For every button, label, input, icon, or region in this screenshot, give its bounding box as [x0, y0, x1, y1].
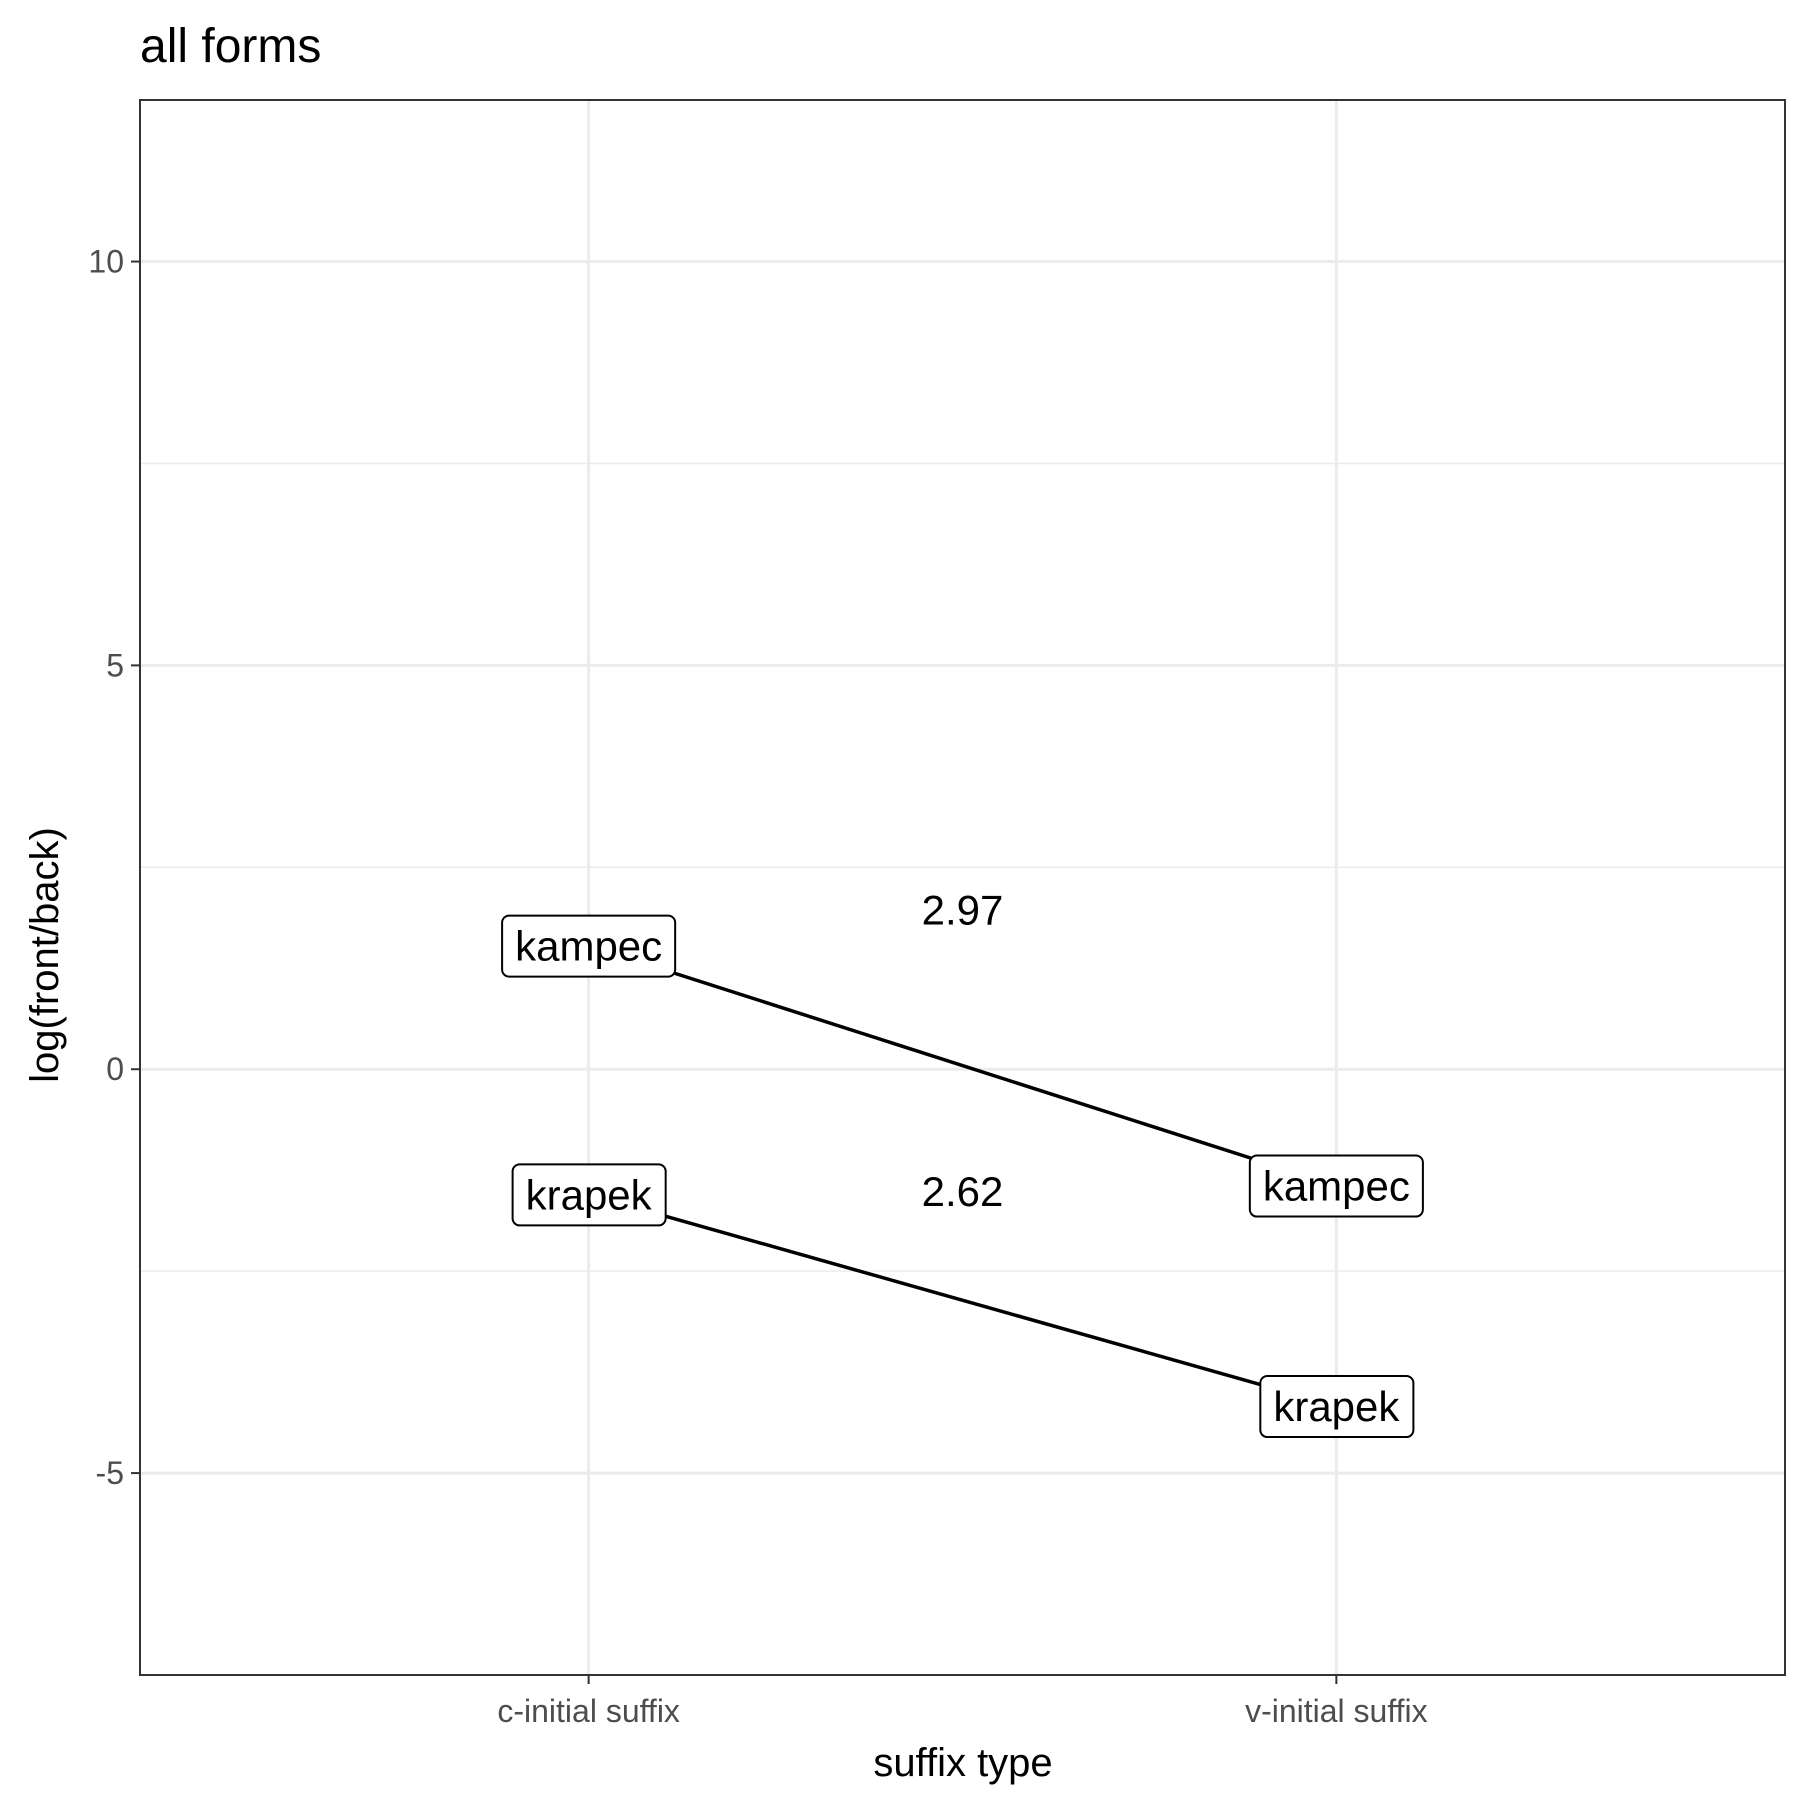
label-box [501, 914, 677, 978]
point-label-krapek: krapek [511, 1163, 667, 1227]
point-label-kampec: kampec [1248, 1154, 1424, 1218]
label-box [1259, 1375, 1415, 1439]
plot-panel-border [139, 99, 1786, 1676]
x-axis-title: suffix type [873, 1741, 1052, 1785]
label-box [511, 1163, 667, 1227]
point-labels: kampec kampec krapek krapek [501, 914, 1424, 1439]
point-label-kampec: kampec [501, 914, 677, 978]
point-label-krapek: krapek [1259, 1375, 1415, 1439]
difference-annotation: 2.62 [922, 1168, 1004, 1215]
series-line-kampec [588, 943, 1337, 1188]
label-text: kampec [515, 923, 662, 970]
axes: -5 0 5 10 c-initial suffix v-initial suffix [88, 244, 1427, 1729]
y-tick-label: 0 [106, 1051, 124, 1087]
label-box [1248, 1154, 1424, 1218]
label-text: kampec [1263, 1163, 1410, 1210]
series-lines [588, 943, 1337, 1408]
y-tick-label: 5 [106, 647, 124, 683]
x-tick-label: c-initial suffix [497, 1693, 680, 1729]
y-tick-label: 10 [88, 244, 124, 280]
difference-annotation: 2.97 [922, 886, 1004, 933]
series-line-krapek [588, 1192, 1337, 1408]
chart-title: all forms [140, 20, 321, 73]
annotations: 2.97 2.62 [922, 886, 1004, 1215]
label-text: krapek [526, 1171, 653, 1218]
y-axis-title: log(front/back) [23, 827, 67, 1083]
label-text: krapek [1273, 1383, 1400, 1430]
y-tick-label: -5 [96, 1455, 124, 1491]
x-tick-label: v-initial suffix [1245, 1693, 1428, 1729]
